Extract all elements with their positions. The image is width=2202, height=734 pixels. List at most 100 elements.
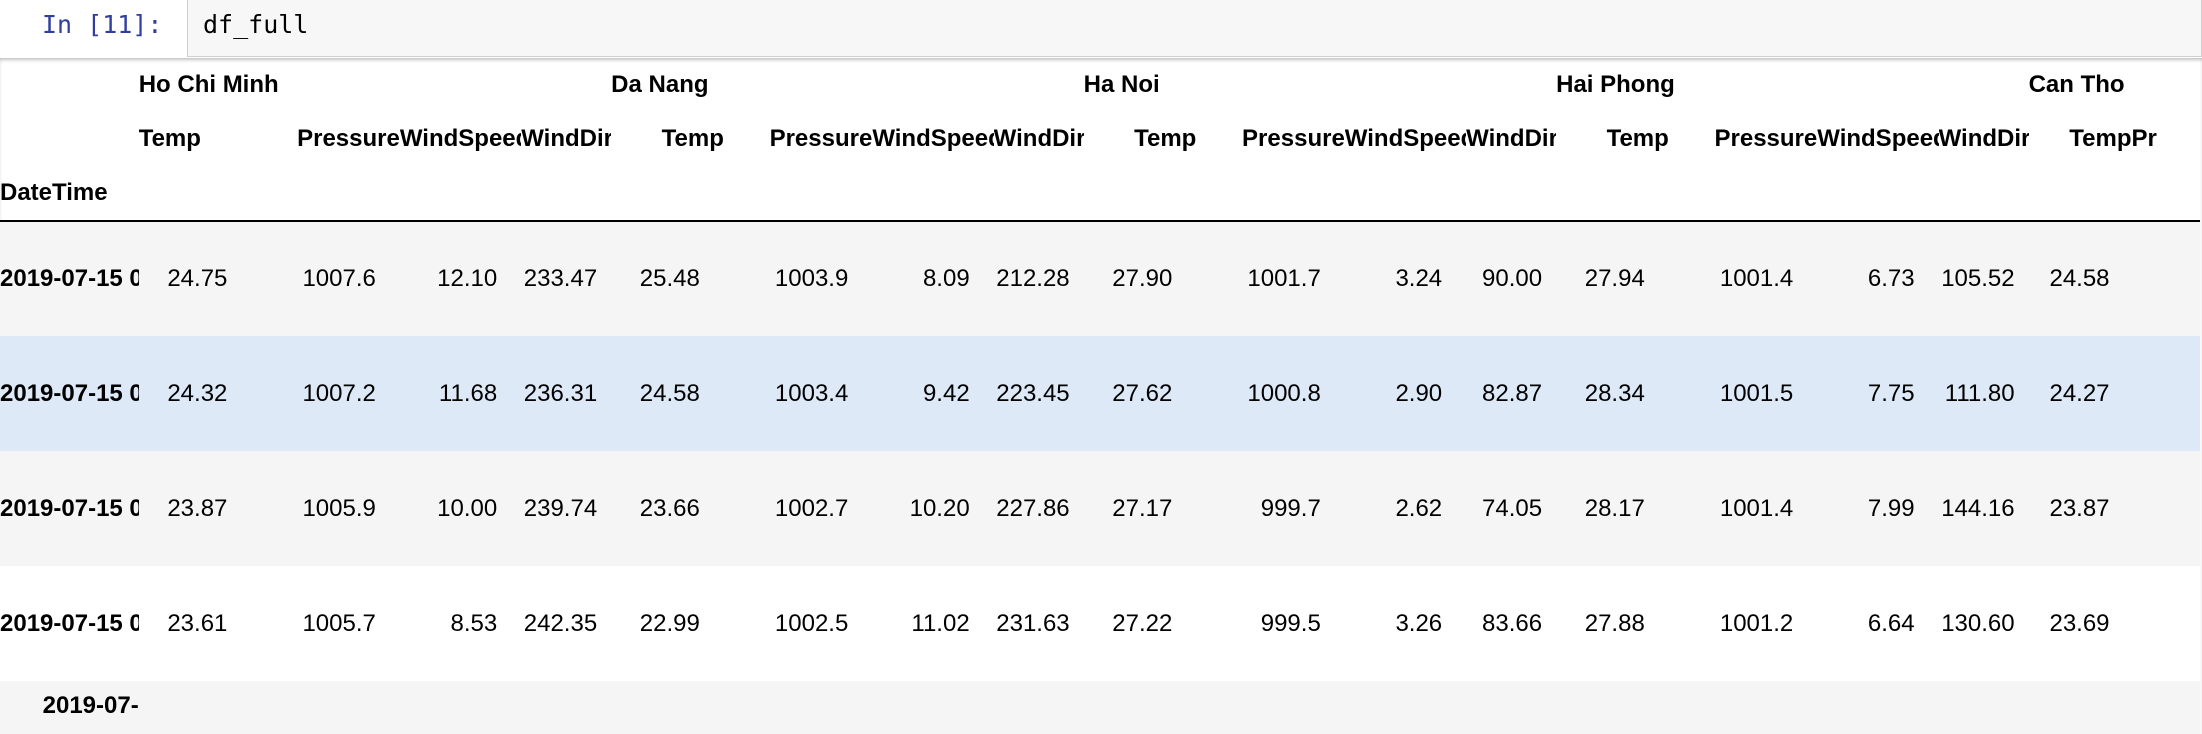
table-row: 2019-07-15 02:00:00 23.87 1005.9 10.00 239.7… — [0, 451, 2200, 566]
data-cell: 23.69 — [2049, 609, 2110, 637]
data-cell — [521, 681, 611, 734]
data-cell: 233.47 — [523, 265, 598, 292]
data-cell: 24.58 — [639, 379, 700, 407]
table-row: 2019-07-15 03:00:00 23.61 1005.7 8.53 242.35… — [0, 566, 2200, 681]
data-cell: 1003.9 — [774, 265, 849, 292]
column-header: Temp — [661, 125, 724, 152]
data-cell: 23.87 — [2049, 494, 2110, 522]
data-cell: 3.26 — [1395, 609, 1443, 637]
code-editor[interactable]: df_full — [187, 0, 2202, 57]
column-header: Temp — [1134, 125, 1197, 152]
data-cell — [1556, 681, 1669, 734]
row-index-cell: 2019-07- — [42, 692, 139, 719]
data-cell: 23.66 — [639, 494, 700, 522]
table-row: 2019-07-15 01:00:00 24.32 1007.2 11.68 236.3… — [0, 336, 2200, 451]
data-cell: 24.58 — [2049, 265, 2110, 292]
data-cell — [724, 681, 872, 734]
data-cell: 11.68 — [438, 379, 498, 407]
column-header: WindDir — [521, 125, 612, 152]
column-header: WindDir — [1466, 125, 1557, 152]
data-cell: 242.35 — [523, 609, 598, 637]
row-index-cell: 2019-07-15 00:00:00 — [0, 265, 139, 292]
column-header: WindDir — [993, 125, 1084, 152]
data-cell: 27.17 — [1112, 494, 1173, 522]
table-row: 2019-07- — [0, 681, 2200, 734]
data-cell: 25.48 — [639, 265, 700, 292]
data-cell: 1007.2 — [302, 379, 376, 407]
code-text[interactable]: df_full — [203, 10, 309, 39]
table-row: 2019-07-15 00:00:00 24.75 1007.6 12.10 233.4… — [0, 221, 2200, 336]
data-cell: 212.28 — [996, 265, 1070, 292]
data-cell — [400, 681, 521, 734]
city-header: Ho Chi Minh — [138, 71, 279, 98]
data-cell: 1002.7 — [774, 494, 849, 522]
data-cell — [2132, 336, 2200, 451]
data-cell: 130.60 — [1941, 609, 2015, 637]
column-header: Pr — [2131, 125, 2157, 152]
data-cell: 1001.7 — [1247, 265, 1321, 292]
data-cell: 24.27 — [2049, 379, 2110, 407]
data-cell: 3.24 — [1395, 265, 1443, 292]
row-index-cell: 2019-07-15 03:00:00 — [0, 609, 139, 637]
output-area[interactable]: Ho Chi Minh Da Nang Ha Noi Hai Phong Can… — [0, 58, 2202, 734]
data-cell: 9.42 — [922, 379, 970, 407]
data-cell — [139, 681, 252, 734]
data-cell: 10.00 — [437, 494, 498, 522]
data-cell — [2132, 451, 2200, 566]
data-cell: 1002.5 — [774, 609, 849, 637]
input-cell: In [11]: df_full — [0, 0, 2202, 58]
city-header: Can Tho — [2028, 71, 2125, 98]
data-cell: 23.87 — [167, 494, 228, 522]
index-name: DateTime — [0, 179, 108, 206]
column-header: WindSpeed — [1344, 125, 1467, 152]
data-cell — [1939, 681, 2029, 734]
data-cell: 28.34 — [1584, 379, 1645, 407]
input-prompt: In [11]: — [42, 10, 163, 39]
column-header: Temp — [2069, 125, 2132, 152]
data-cell: 11.02 — [911, 609, 970, 637]
column-header: WindDir — [1938, 125, 2029, 152]
data-cell: 2.90 — [1395, 379, 1443, 407]
data-cell: 6.73 — [1867, 265, 1915, 292]
data-cell: 82.87 — [1482, 379, 1543, 407]
column-header: Pressure — [1242, 125, 1345, 152]
data-cell: 27.22 — [1112, 609, 1173, 637]
data-cell: 23.61 — [167, 609, 228, 637]
data-cell — [2132, 681, 2200, 734]
column-header: WindSpeed — [872, 125, 994, 152]
column-header: Pressure — [297, 125, 400, 152]
data-cell — [1345, 681, 1466, 734]
data-cell: 22.99 — [639, 609, 700, 637]
data-cell: 6.64 — [1867, 609, 1915, 637]
data-cell: 227.86 — [996, 494, 1070, 522]
column-header: Pressure — [769, 125, 873, 152]
data-cell: 27.88 — [1584, 609, 1645, 637]
data-cell: 7.99 — [1867, 494, 1915, 522]
data-cell: 236.31 — [523, 379, 598, 407]
row-index-cell: 2019-07-15 02:00:00 — [0, 494, 139, 522]
data-cell: 231.63 — [996, 609, 1070, 637]
data-cell — [1466, 681, 1556, 734]
data-cell: 1000.8 — [1247, 379, 1321, 407]
data-cell: 27.94 — [1584, 265, 1645, 292]
data-cell: 74.05 — [1482, 494, 1543, 522]
output-scroll-region[interactable]: Ho Chi Minh Da Nang Ha Noi Hai Phong Can… — [0, 58, 2200, 734]
data-cell: 8.09 — [922, 265, 970, 292]
data-cell: 90.00 — [1482, 265, 1543, 292]
data-cell: 1005.9 — [302, 494, 376, 522]
city-header: Hai Phong — [1556, 71, 1675, 98]
data-cell: 1005.7 — [302, 609, 376, 637]
header-corner — [0, 58, 139, 112]
data-cell: 7.75 — [1867, 379, 1915, 407]
data-cell: 1001.4 — [1719, 494, 1794, 522]
data-cell: 12.10 — [437, 265, 498, 292]
data-cell — [1084, 681, 1197, 734]
data-cell — [2132, 221, 2200, 336]
row-index-cell: 2019-07-15 01:00:00 — [0, 379, 139, 407]
data-cell: 1001.5 — [1719, 379, 1794, 407]
data-cell — [1817, 681, 1938, 734]
data-cell: 239.74 — [523, 494, 598, 522]
data-cell — [1669, 681, 1817, 734]
data-cell: 24.75 — [167, 265, 228, 292]
data-cell: 27.62 — [1112, 379, 1173, 407]
